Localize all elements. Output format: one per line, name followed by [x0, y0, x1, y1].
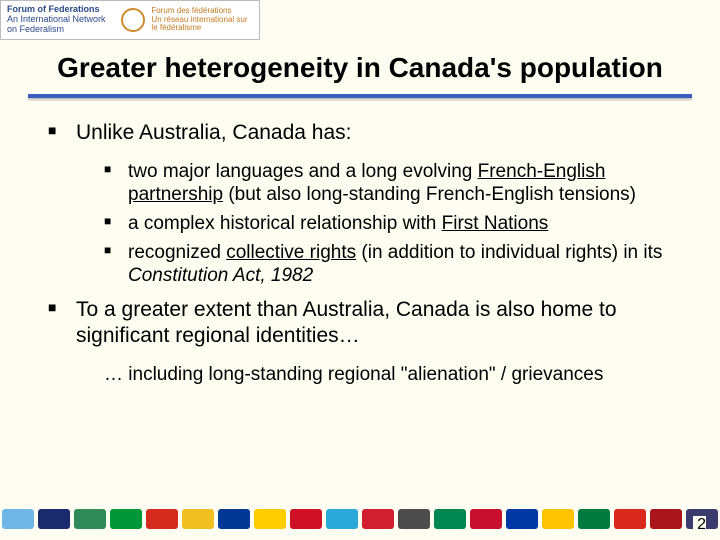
flag-icon: [398, 509, 430, 529]
flag-icon: [182, 509, 214, 529]
page-number: 2: [693, 516, 706, 534]
underlined: collective rights: [226, 242, 356, 263]
sub-plain: … including long-standing regional "alie…: [104, 363, 678, 386]
flag-icon: [290, 509, 322, 529]
text: (but also long-standing French-English t…: [223, 184, 636, 205]
flag-icon: [578, 509, 610, 529]
sub-list-a: two major languages and a long evolving …: [104, 160, 678, 288]
logo-text-en: Forum of Federations An International Ne…: [7, 5, 115, 35]
title-underline: [28, 94, 692, 98]
flag-icon: [74, 509, 106, 529]
flag-icon: [614, 509, 646, 529]
flag-icon: [38, 509, 70, 529]
logo-circle-icon: [121, 8, 145, 32]
logo-en-line2: An International Network on Federalism: [7, 15, 115, 35]
logo-text-fr: Forum des fédérations Un réseau internat…: [151, 7, 253, 33]
logo-fr-line2: Un réseau international sur le fédéralis…: [151, 16, 253, 34]
flag-icon: [434, 509, 466, 529]
footer-flag-strip: [0, 506, 720, 532]
bullet-l1-a: Unlike Australia, Canada has:: [48, 120, 678, 146]
flag-icon: [542, 509, 574, 529]
slide-body: Unlike Australia, Canada has: two major …: [48, 120, 678, 386]
flag-icon: [254, 509, 286, 529]
text: recognized: [128, 242, 226, 263]
text: two major languages and a long evolving: [128, 161, 478, 182]
header-logo: Forum of Federations An International Ne…: [0, 0, 260, 40]
bullet-l1-b: To a greater extent than Australia, Cana…: [48, 297, 678, 348]
bullet-l2-c: recognized collective rights (in additio…: [104, 241, 678, 287]
bullet-l2-a: two major languages and a long evolving …: [104, 160, 678, 206]
flag-icon: [506, 509, 538, 529]
text: a complex historical relationship with: [128, 213, 442, 234]
flag-icon: [146, 509, 178, 529]
italic: Constitution Act, 1982: [128, 265, 313, 286]
flag-icon: [650, 509, 682, 529]
flag-icon: [470, 509, 502, 529]
flag-icon: [362, 509, 394, 529]
flag-icon: [218, 509, 250, 529]
slide-title: Greater heterogeneity in Canada's popula…: [0, 52, 720, 84]
flag-icon: [2, 509, 34, 529]
bullet-l2-b: a complex historical relationship with F…: [104, 212, 678, 235]
text: (in addition to individual rights) in it…: [356, 242, 662, 263]
flag-icon: [110, 509, 142, 529]
underlined: First Nations: [442, 213, 549, 234]
flag-icon: [326, 509, 358, 529]
